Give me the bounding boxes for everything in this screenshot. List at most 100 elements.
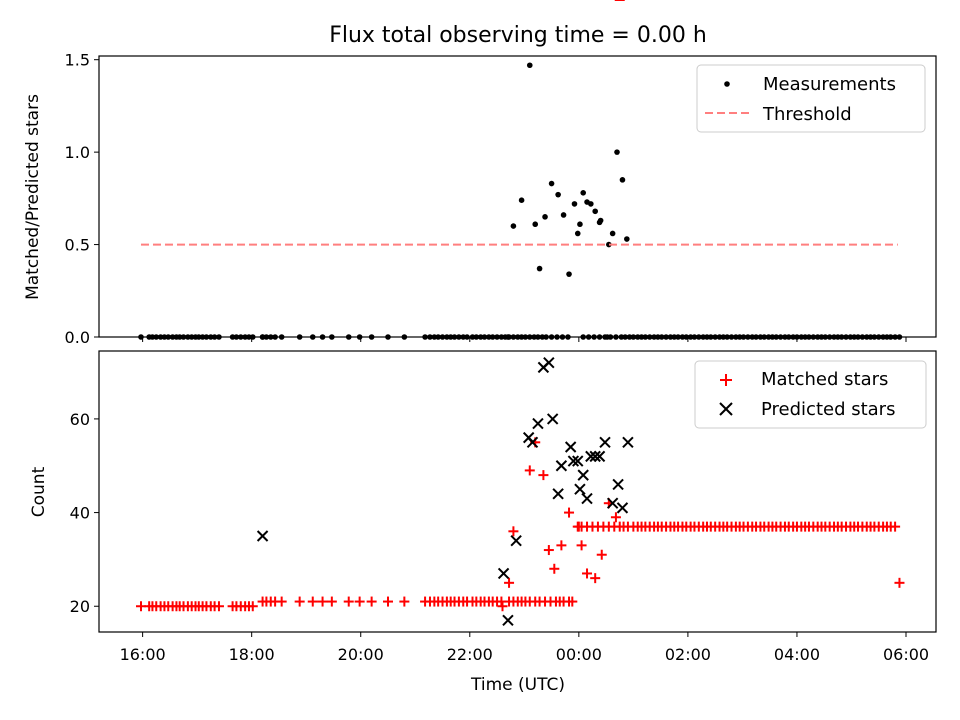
bottom-xlabel: Time (UTC) [470, 675, 565, 695]
measurement-point [518, 197, 525, 203]
top-x-ticks [142, 337, 907, 342]
matched-star-point [894, 577, 905, 588]
bottom-xtick-label: 20:00 [338, 645, 384, 664]
matched-star-point [610, 512, 621, 523]
predicted-star-point [532, 417, 544, 430]
measurement-point [532, 221, 539, 228]
matched-star-point [564, 507, 575, 518]
measurement-point [526, 62, 533, 69]
measurement-point [560, 212, 567, 218]
measurement-point [510, 223, 517, 229]
top-ytick-label: 1.5 [65, 51, 90, 70]
bottom-marks [135, 0, 905, 626]
predicted-star-point [593, 450, 606, 463]
matched-star-point [524, 465, 535, 476]
measurement-point [542, 214, 548, 220]
matched-star-point [366, 596, 377, 607]
measurement-point [597, 217, 604, 224]
predicted-star-point [526, 436, 539, 449]
matched-star-point [382, 596, 393, 607]
predicted-star-point [599, 436, 611, 449]
bottom-axes-frame [98, 350, 937, 633]
matched-star-point [582, 568, 593, 579]
predicted-star-point [502, 614, 514, 626]
matched-star-point [294, 596, 305, 607]
predicted-star-point [552, 488, 564, 500]
matched-star-point [354, 596, 365, 607]
predicted-star-point [585, 450, 597, 463]
matched-star-point [504, 577, 515, 588]
bottom-panel: 20 40 60 16:00 18:00 20:00 22:00 00:00 02:00 04:… [29, 0, 937, 695]
bottom-xtick-label: 06:00 [883, 645, 929, 664]
top-ylabel: Matched/Predicted stars [23, 94, 43, 300]
predicted-star-point [543, 357, 555, 369]
predicted-star-point [577, 469, 589, 481]
matched-star-point [576, 540, 587, 551]
matched-star-point [572, 521, 583, 532]
matched-star-point [497, 601, 508, 612]
measurement-point [606, 241, 612, 248]
matched-star-point [549, 563, 560, 574]
matched-star-point [556, 540, 567, 551]
matched-star-point [508, 526, 519, 537]
predicted-star-point [589, 450, 601, 463]
measurement-point [619, 177, 626, 183]
legend-predicted-label: Predicted stars [761, 399, 895, 420]
measurement-point [548, 180, 555, 187]
predicted-star-point [572, 455, 584, 467]
measurement-point [588, 201, 594, 207]
bottom-xtick-label: 00:00 [556, 645, 602, 664]
predicted-star-point [510, 534, 522, 547]
bottom-legend: Matched stars Predicted stars [694, 360, 927, 429]
matched-star-point [317, 596, 328, 607]
bottom-xtick-label: 18:00 [229, 645, 275, 664]
top-ytick-label: 0.5 [65, 236, 90, 255]
predicted-star-point [616, 502, 629, 514]
measurement-point [592, 208, 599, 215]
legend-predicted-marker [719, 402, 733, 416]
matched-star-point [247, 601, 258, 612]
matched-star-point [276, 596, 287, 607]
predicted-star-point [574, 483, 586, 495]
predicted-star-point [612, 478, 624, 491]
measurement-point [614, 149, 620, 155]
bottom-y-ticks: 20 40 60 [70, 410, 99, 616]
predicted-star-point [622, 436, 634, 449]
predicted-star-point [564, 441, 577, 453]
matched-star-point [213, 601, 224, 612]
bottom-xtick-label: 02:00 [665, 645, 711, 664]
matched-star-point [399, 596, 410, 607]
measurement-point [577, 221, 583, 228]
bottom-xtick-label: 22:00 [447, 645, 493, 664]
legend-matched-label: Matched stars [761, 369, 888, 390]
matched-star-point [890, 521, 901, 532]
legend-measurements-marker [724, 81, 730, 87]
top-ytick-label: 1.0 [65, 143, 90, 162]
measurement-point [574, 230, 581, 237]
measurement-point [580, 190, 587, 196]
predicted-star-point [555, 460, 568, 472]
measurement-point [536, 265, 543, 272]
bottom-ytick-label: 20 [70, 597, 90, 616]
matched-star-point [590, 573, 601, 584]
bottom-ylabel: Count [29, 466, 49, 517]
predicted-star-point [546, 413, 559, 425]
top-legend: Measurements Threshold [696, 64, 926, 133]
predicted-star-point [497, 567, 510, 580]
legend-threshold-label: Threshold [762, 104, 852, 125]
predicted-star-point [606, 497, 619, 509]
figure-title: Flux total observing time = 0.00 h [329, 23, 707, 48]
matched-star-point [307, 596, 318, 607]
measurement-point [555, 191, 561, 198]
bottom-xtick-label: 16:00 [120, 645, 166, 664]
bottom-legend-box [694, 360, 927, 429]
measurement-point [566, 271, 572, 277]
bottom-ytick-label: 60 [70, 410, 90, 429]
matched-star-point [343, 596, 354, 607]
top-y-ticks: 0.0 0.5 1.0 1.5 [65, 51, 99, 347]
matched-star-point [538, 470, 549, 481]
bottom-xtick-label: 04:00 [774, 645, 820, 664]
matched-star-point [567, 596, 578, 607]
top-panel: 0.0 0.5 1.0 1.5 Matched/Predicted stars Mea… [23, 51, 937, 347]
